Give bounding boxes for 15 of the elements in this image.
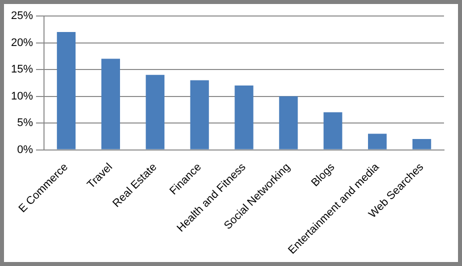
y-tick-label: 20% [10, 36, 34, 49]
bar [56, 32, 76, 150]
y-tick-label: 25% [10, 10, 34, 22]
bar [101, 58, 120, 150]
y-tick-label: 10% [10, 90, 34, 102]
bar [279, 96, 298, 150]
bar [368, 134, 387, 150]
y-tick-label: 5% [17, 117, 34, 130]
bar [324, 112, 342, 150]
bar [412, 139, 432, 150]
bar [234, 86, 254, 150]
bar [190, 80, 209, 150]
y-tick-label: 0% [17, 144, 34, 156]
bar [146, 74, 164, 150]
y-tick-label: 15% [10, 64, 34, 76]
